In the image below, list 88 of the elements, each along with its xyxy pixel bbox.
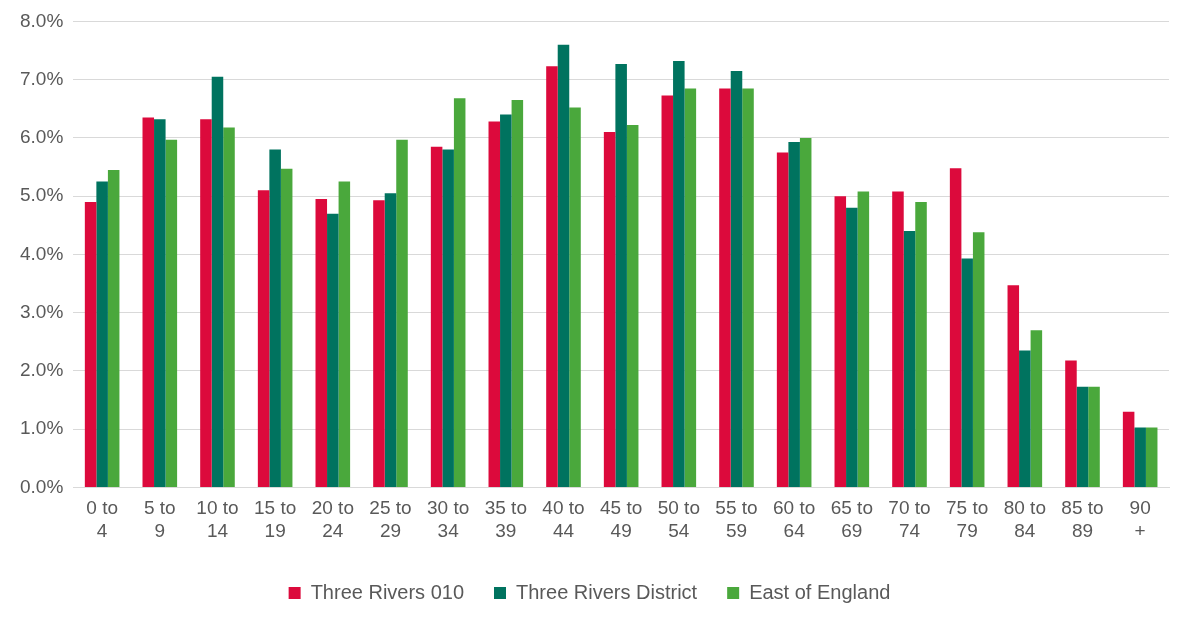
- y-tick-label: 5.0%: [19, 184, 64, 206]
- x-tick-label: 80 to 84: [1003, 497, 1046, 541]
- bar: [1122, 411, 1135, 487]
- bar: [442, 149, 454, 487]
- y-tick-label: 4.0%: [19, 242, 64, 264]
- bar: [384, 193, 397, 487]
- bar: [1030, 330, 1043, 487]
- bar: [719, 88, 731, 487]
- bar: [500, 114, 512, 487]
- bar: [396, 139, 408, 487]
- x-tick-label: 20 to 24: [311, 497, 354, 541]
- x-tick-label: 15 to 19: [254, 497, 297, 541]
- bar: [557, 44, 570, 487]
- x-tick-label: 65 to 69: [830, 497, 873, 541]
- x-tick-label: 45 to 49: [600, 497, 643, 541]
- bar: [165, 139, 178, 487]
- bar: [903, 231, 916, 487]
- bar: [961, 258, 973, 487]
- bar: [1145, 427, 1158, 487]
- x-tick-label: 50 to 54: [657, 497, 700, 541]
- legend-label: East of England: [749, 580, 891, 603]
- bar: [569, 107, 581, 487]
- bar: [453, 98, 466, 487]
- bar: [154, 119, 166, 487]
- y-tick-label: 8.0%: [19, 9, 64, 31]
- bar: [799, 137, 812, 487]
- bar: [673, 61, 685, 487]
- bar: [915, 201, 927, 487]
- legend-label: Three Rivers 010: [310, 580, 465, 603]
- x-tick-label: 0 to 4: [86, 497, 118, 541]
- bar: [96, 181, 108, 487]
- x-tick-label: 85 to 89: [1061, 497, 1104, 541]
- y-tick-label: 2.0%: [19, 359, 64, 381]
- bar: [1076, 386, 1089, 487]
- bar: [211, 76, 224, 487]
- bar: [142, 117, 155, 487]
- bar: [892, 191, 904, 487]
- bar: [661, 95, 674, 487]
- bar: [546, 66, 558, 487]
- bar: [857, 191, 870, 487]
- bar: [615, 63, 627, 487]
- bar: [257, 190, 270, 487]
- bar: [373, 200, 385, 487]
- bar: [1088, 386, 1100, 487]
- bar: [1019, 350, 1031, 487]
- bar: [834, 196, 847, 487]
- bar: [730, 70, 743, 487]
- bar: [327, 213, 339, 487]
- x-tick-label: 25 to 29: [369, 497, 412, 541]
- bar: [488, 121, 501, 487]
- x-tick-label: 75 to 79: [946, 497, 989, 541]
- bar: [430, 146, 443, 487]
- x-tick-label: 10 to 14: [196, 497, 239, 541]
- bar: [84, 201, 97, 487]
- bar: [603, 132, 616, 487]
- bar: [742, 88, 754, 487]
- bar: [1065, 360, 1077, 487]
- y-tick-label: 3.0%: [19, 300, 64, 322]
- x-tick-label: 60 to 64: [773, 497, 816, 541]
- bar: [949, 168, 962, 487]
- y-tick-label: 0.0%: [19, 475, 64, 497]
- bar: [684, 88, 697, 487]
- bar: [1007, 285, 1020, 487]
- bar: [223, 127, 235, 487]
- y-tick-label: 7.0%: [19, 67, 64, 89]
- bar: [776, 152, 789, 487]
- bar: [338, 181, 351, 487]
- bar: [280, 168, 293, 487]
- bar: [200, 119, 212, 487]
- bar: [788, 141, 800, 487]
- bar: [315, 199, 328, 487]
- bar: [972, 232, 985, 487]
- bar: [511, 100, 524, 487]
- x-tick-label: 5 to 9: [143, 497, 176, 541]
- bar: [269, 149, 281, 487]
- bar: [846, 207, 858, 487]
- bar: [107, 169, 120, 487]
- bar: [1134, 427, 1146, 487]
- x-tick-label: 35 to 39: [484, 497, 527, 541]
- x-tick-label: 70 to 74: [888, 497, 931, 541]
- x-tick-label: 55 to 59: [715, 497, 758, 541]
- x-tick-label: 40 to 44: [542, 497, 585, 541]
- x-tick-label: 90 +: [1129, 497, 1151, 541]
- x-tick-label: 30 to 34: [427, 497, 470, 541]
- y-tick-label: 6.0%: [19, 126, 64, 148]
- legend-label: Three Rivers District: [516, 580, 698, 603]
- y-tick-label: 1.0%: [19, 417, 64, 439]
- bar: [626, 125, 639, 487]
